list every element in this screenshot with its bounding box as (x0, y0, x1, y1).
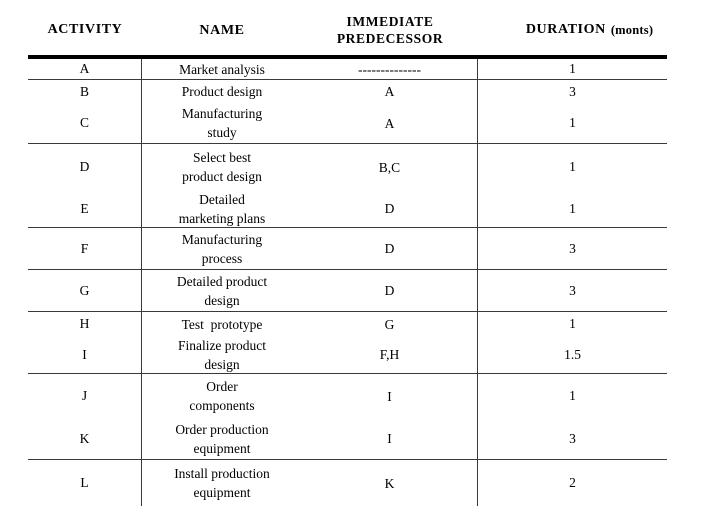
cell-duration: 3 (569, 430, 576, 446)
header-predecessor: IMMEDIATE PREDECESSOR (336, 14, 444, 46)
cell-name: Manufacturing study (181, 106, 263, 140)
cell-duration: 3 (569, 83, 576, 99)
cell-predecessor: F,H (302, 336, 478, 373)
cell-predecessor: K (302, 460, 478, 506)
cell-name: Detailed marketing plans (178, 191, 266, 226)
header-duration-unit: (monts) (610, 22, 654, 37)
header-duration: DURATION (monts) (478, 5, 667, 55)
cell-predecessor: D (302, 228, 478, 269)
cell-activity: B (28, 80, 142, 103)
table-row: G Detailed product design D 3 (28, 270, 667, 312)
cell-predecessor: G (302, 312, 478, 336)
cell-name: Test prototype (181, 316, 263, 332)
table-row: E Detailed marketing plans D 1 (28, 190, 667, 228)
table-row: K Order production equipment I 3 (28, 418, 667, 460)
cell-name: Market analysis (179, 61, 265, 77)
cell-duration: 1.5 (564, 346, 581, 362)
table-row: D Select best product design B,C 1 (28, 144, 667, 190)
cell-name: Product design (181, 84, 263, 99)
cell-predecessor: D (302, 190, 478, 227)
cell-name: Select best product design (182, 150, 262, 184)
cell-activity: J (28, 374, 142, 418)
table-row: C Manufacturing study A 1 (28, 103, 667, 144)
cell-predecessor: A (302, 80, 478, 103)
cell-name: Install production equipment (174, 466, 270, 500)
cell-duration: 3 (569, 240, 576, 256)
cell-activity: G (28, 270, 142, 311)
header-name: NAME (199, 22, 245, 38)
cell-name: Finalize product design (177, 337, 267, 372)
table-row: B Product design A 3 (28, 80, 667, 103)
cell-activity: D (28, 144, 142, 190)
cell-predecessor: B,C (302, 144, 478, 190)
header-duration-label: DURATION (525, 22, 606, 37)
cell-duration: 1 (569, 61, 576, 76)
cell-name: Order production equipment (175, 421, 269, 456)
table-row: I Finalize product design F,H 1.5 (28, 336, 667, 374)
cell-name: Detailed product design (176, 273, 268, 308)
cell-activity: F (28, 228, 142, 269)
cell-predecessor: I (302, 374, 478, 418)
table-row: H Test prototype G 1 (28, 312, 667, 336)
table-row: L Install production equipment K 2 (28, 460, 667, 506)
cell-predecessor: I (302, 418, 478, 459)
cell-name: Manufacturing process (181, 231, 263, 266)
cell-name: Order components (189, 379, 255, 413)
cell-activity: L (28, 460, 142, 506)
cell-activity: A (28, 59, 142, 79)
cell-duration: 1 (569, 200, 576, 216)
cell-predecessor: A (302, 103, 478, 143)
cell-duration: 1 (569, 388, 576, 403)
table-row: J Order components I 1 (28, 374, 667, 418)
cell-activity: I (28, 336, 142, 373)
cell-activity: H (28, 312, 142, 336)
cell-duration: 2 (569, 475, 576, 490)
cell-predecessor: D (302, 270, 478, 311)
cell-activity: K (28, 418, 142, 459)
activity-table: ACTIVITY NAME IMMEDIATE PREDECESSOR DURA… (28, 5, 667, 506)
cell-duration: 1 (569, 115, 576, 130)
cell-duration: 1 (569, 159, 576, 174)
cell-predecessor: -------------- (302, 59, 478, 79)
table-row: F Manufacturing process D 3 (28, 228, 667, 270)
cell-duration: 1 (569, 316, 576, 331)
cell-activity: E (28, 190, 142, 227)
cell-duration: 3 (569, 282, 576, 298)
header-activity: ACTIVITY (47, 22, 123, 37)
table-header-row: ACTIVITY NAME IMMEDIATE PREDECESSOR DURA… (28, 5, 667, 59)
table-row: A Market analysis -------------- 1 (28, 59, 667, 80)
cell-activity: C (28, 103, 142, 143)
